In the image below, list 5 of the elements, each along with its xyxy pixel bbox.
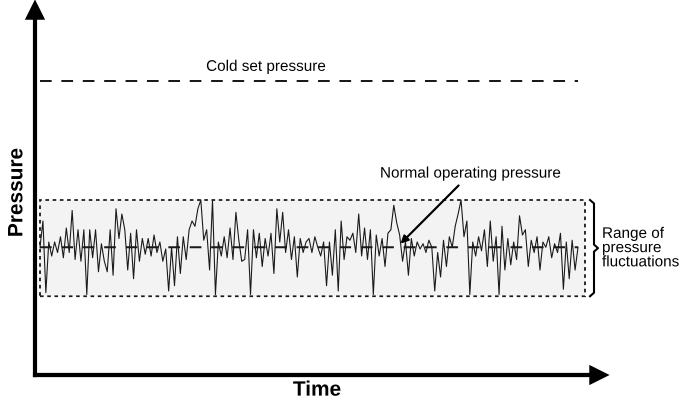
ref-line-label: Cold set pressure: [206, 60, 326, 74]
x-axis-title: Time: [293, 380, 340, 396]
band-label: Range of pressure fluctuations: [602, 226, 679, 266]
y-axis-title: Pressure: [8, 148, 23, 236]
ref-line-label: Normal operating pressure: [381, 166, 560, 181]
